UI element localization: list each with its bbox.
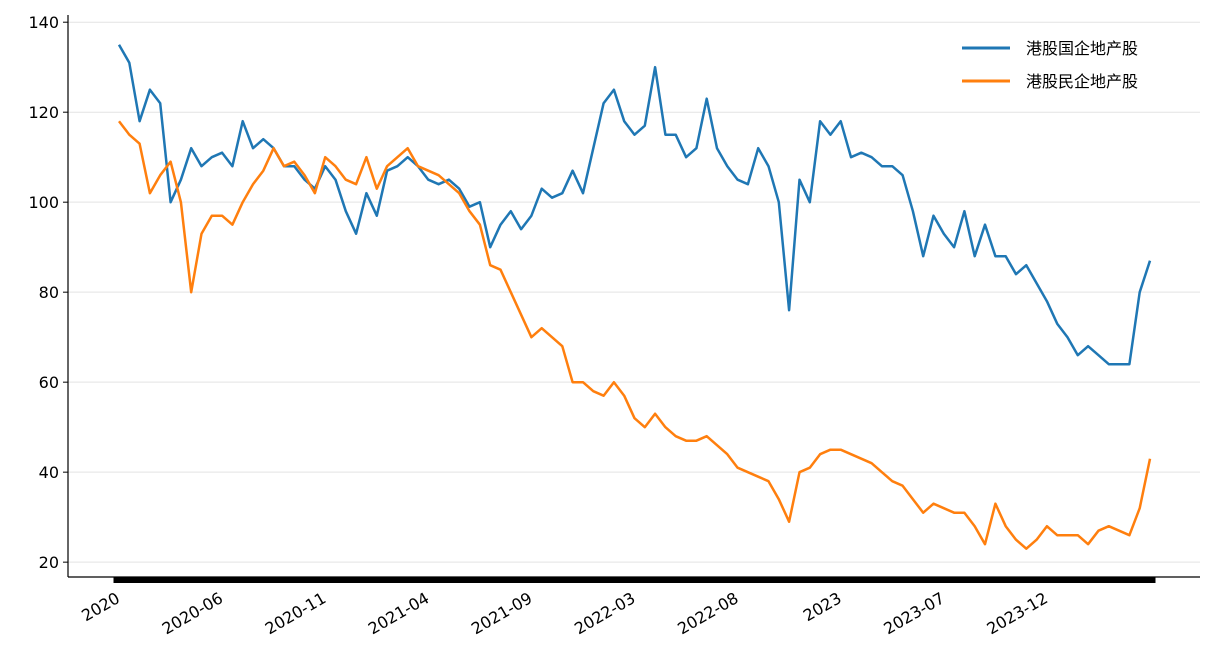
y-tick-label: 140 xyxy=(28,13,59,32)
legend-label: 港股国企地产股 xyxy=(1026,39,1138,58)
x-tick-label: 2021-04 xyxy=(365,588,432,638)
legend-label: 港股民企地产股 xyxy=(1026,72,1138,91)
x-tick-label: 2020 xyxy=(78,588,123,625)
x-tick-label: 2022-03 xyxy=(571,588,638,638)
x-tick-label: 2023 xyxy=(800,588,845,625)
x-tick-label: 2022-08 xyxy=(674,588,741,638)
y-tick-label: 80 xyxy=(39,283,59,302)
y-tick-label: 40 xyxy=(39,463,59,482)
y-tick-label: 100 xyxy=(28,193,59,212)
y-tick-label: 20 xyxy=(39,553,59,572)
y-tick-label: 60 xyxy=(39,373,59,392)
x-tick-label: 2020-11 xyxy=(262,588,329,638)
x-tick-label: 2023-07 xyxy=(880,588,947,638)
series-line xyxy=(118,120,1152,550)
x-tick-label: 2023-12 xyxy=(983,588,1050,638)
series-line xyxy=(117,44,1152,366)
x-tick-label: 2021-09 xyxy=(468,588,535,638)
y-tick-label: 120 xyxy=(28,103,59,122)
x-tick-label: 2020-06 xyxy=(159,588,226,638)
